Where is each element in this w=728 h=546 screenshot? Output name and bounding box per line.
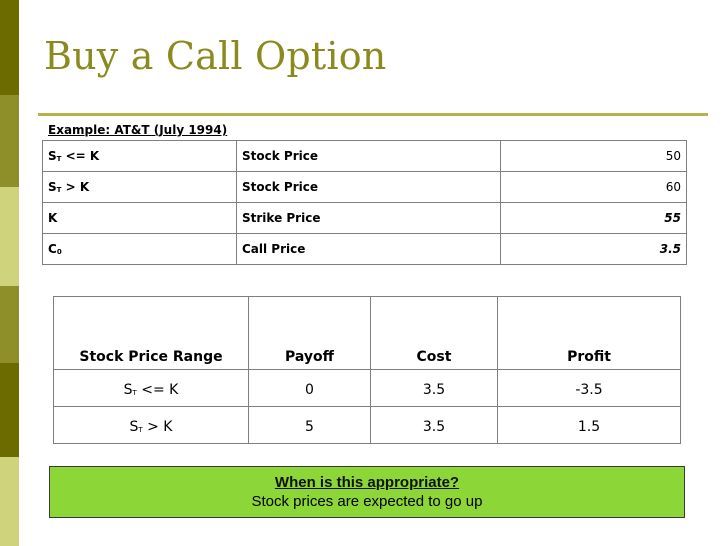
example-label-cell: Call Price xyxy=(236,233,501,265)
example-symbol-cell: C0 xyxy=(42,233,237,265)
header-stock-price-range: Stock Price Range xyxy=(53,296,249,370)
header-payoff: Payoff xyxy=(248,296,371,370)
example-label-cell: Strike Price xyxy=(236,202,501,234)
header-profit: Profit xyxy=(497,296,681,370)
example-value-cell: 55 xyxy=(500,202,687,234)
example-row: C0 Call Price 3.5 xyxy=(42,233,687,265)
example-value-cell: 50 xyxy=(500,140,687,172)
sidebar-block-dark xyxy=(0,0,19,95)
example-symbol-cell: ST <= K xyxy=(42,140,237,172)
note-title: When is this appropriate? xyxy=(274,474,460,491)
example-symbol-cell: K xyxy=(42,202,237,234)
profit-cell: 1.5 xyxy=(497,406,681,444)
example-label-cell: Stock Price xyxy=(236,140,501,172)
example-value-cell: 60 xyxy=(500,171,687,203)
profit-cell: -3.5 xyxy=(497,369,681,407)
cost-cell: 3.5 xyxy=(370,406,498,444)
slide-title: Buy a Call Option xyxy=(44,34,387,78)
payoff-row: ST <= K 0 3.5 -3.5 xyxy=(53,369,681,407)
range-cell: ST <= K xyxy=(53,369,249,407)
example-row: ST <= K Stock Price 50 xyxy=(42,140,687,172)
example-row: K Strike Price 55 xyxy=(42,202,687,234)
sidebar-block-light xyxy=(0,187,19,286)
example-value-cell: 3.5 xyxy=(500,233,687,265)
payoff-header-row: Stock Price Range Payoff Cost Profit xyxy=(53,296,681,370)
range-cell: ST > K xyxy=(53,406,249,444)
example-label: Example: AT&T (July 1994) xyxy=(48,123,228,137)
cost-cell: 3.5 xyxy=(370,369,498,407)
sidebar-block-medium-2 xyxy=(0,286,19,363)
sidebar-block-dark-2 xyxy=(0,363,19,457)
note-box: When is this appropriate? Stock prices a… xyxy=(49,466,685,518)
example-symbol-cell: ST > K xyxy=(42,171,237,203)
example-table: ST <= K Stock Price 50 ST > K Stock Pric… xyxy=(42,140,687,265)
example-label-cell: Stock Price xyxy=(236,171,501,203)
payoff-row: ST > K 5 3.5 1.5 xyxy=(53,406,681,444)
payoff-cell: 5 xyxy=(248,406,371,444)
title-underline-rule xyxy=(38,113,708,116)
header-cost: Cost xyxy=(370,296,498,370)
payoff-table: Stock Price Range Payoff Cost Profit ST … xyxy=(53,296,681,444)
sidebar-block-medium xyxy=(0,95,19,187)
sidebar-decoration xyxy=(0,0,19,546)
example-row: ST > K Stock Price 60 xyxy=(42,171,687,203)
sidebar-block-light-2 xyxy=(0,457,19,546)
note-text: Stock prices are expected to go up xyxy=(251,493,483,510)
payoff-cell: 0 xyxy=(248,369,371,407)
